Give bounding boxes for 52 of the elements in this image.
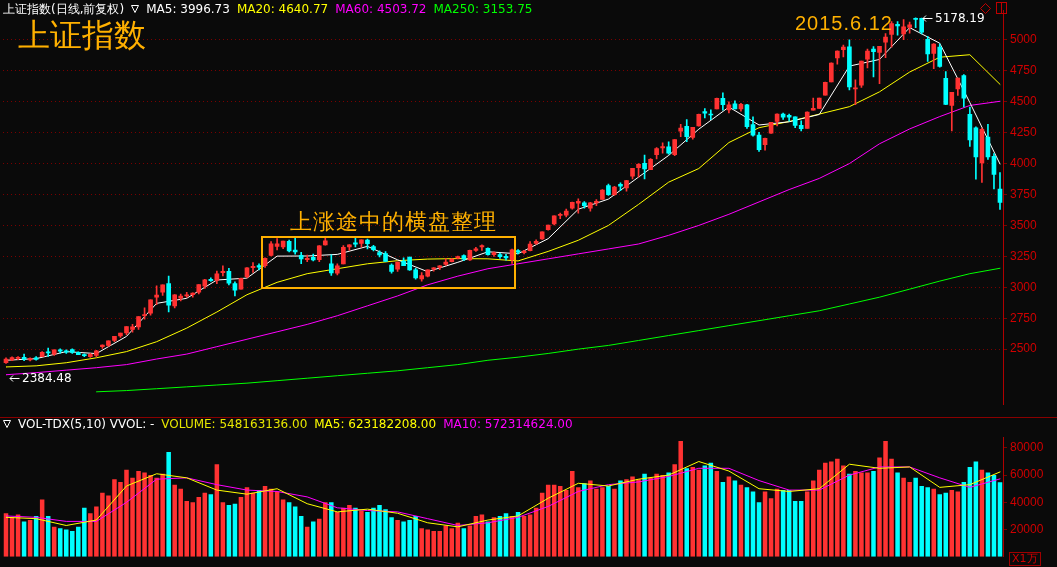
y-axis-title: X1万 <box>1009 552 1041 566</box>
text: MA250: 3153.75 <box>433 2 533 16</box>
chart-subtitle: 上证指数(日线,前复权) <box>3 2 125 16</box>
text: MA20: 4640.77 <box>236 2 329 16</box>
y-tick-label: 80000 <box>1010 440 1044 455</box>
bar <box>612 488 617 557</box>
bar <box>666 472 671 557</box>
bar <box>847 473 852 557</box>
bar <box>871 471 876 557</box>
bar <box>684 468 689 557</box>
y-tick-label: 4750 <box>1010 63 1038 78</box>
bar <box>642 473 647 557</box>
bar <box>618 480 623 557</box>
y-tick-label: 3500 <box>1010 217 1038 232</box>
text: MA60: 4503.72 <box>335 2 427 16</box>
bar <box>310 521 316 557</box>
bar <box>329 502 334 557</box>
bar <box>937 494 943 557</box>
y-tick-label: 5000 <box>1010 32 1038 47</box>
candlestick <box>539 231 545 240</box>
y-tick-label: 4250 <box>1010 124 1038 139</box>
y-tick-label: 20000 <box>1010 521 1044 536</box>
y-tick-label: 3000 <box>1010 279 1038 294</box>
bar <box>359 510 364 557</box>
bar <box>582 483 587 557</box>
y-tick-label: 40000 <box>1010 494 1044 509</box>
bar <box>606 486 611 557</box>
y-tick-label: 4500 <box>1010 94 1038 109</box>
candlestick <box>238 277 244 290</box>
y-tick-label: 3250 <box>1010 248 1038 263</box>
annotation: 上涨途中的横盘整理 <box>290 209 497 234</box>
text: VOLUME: 548163136.00 <box>161 417 308 431</box>
bar <box>931 488 936 557</box>
y-tick-label: 4000 <box>1010 155 1038 170</box>
y-tick-label: 2750 <box>1010 310 1038 325</box>
annotation: 2384.48 <box>22 371 72 385</box>
candlestick <box>804 111 810 129</box>
text: MA5: 623182208.00 <box>314 417 437 431</box>
bar <box>395 520 400 557</box>
y-tick-label: 3750 <box>1010 186 1038 201</box>
chart-subtitle: VOL-TDX(5,10) VVOL: - <box>18 417 155 431</box>
candlestick <box>828 62 834 83</box>
annotation: 5178.19 <box>935 11 985 25</box>
bar <box>353 507 358 557</box>
annotation: 2015.6.12 <box>795 12 893 34</box>
text: MA10: 572314624.00 <box>443 417 573 431</box>
chart-title: 上证指数 <box>18 15 146 56</box>
bar <box>166 451 171 557</box>
bar <box>895 472 900 557</box>
y-tick-label: 60000 <box>1010 467 1044 482</box>
y-tick-label: 2500 <box>1010 341 1038 356</box>
legend-label: MA5: 3996.73 <box>146 2 230 16</box>
